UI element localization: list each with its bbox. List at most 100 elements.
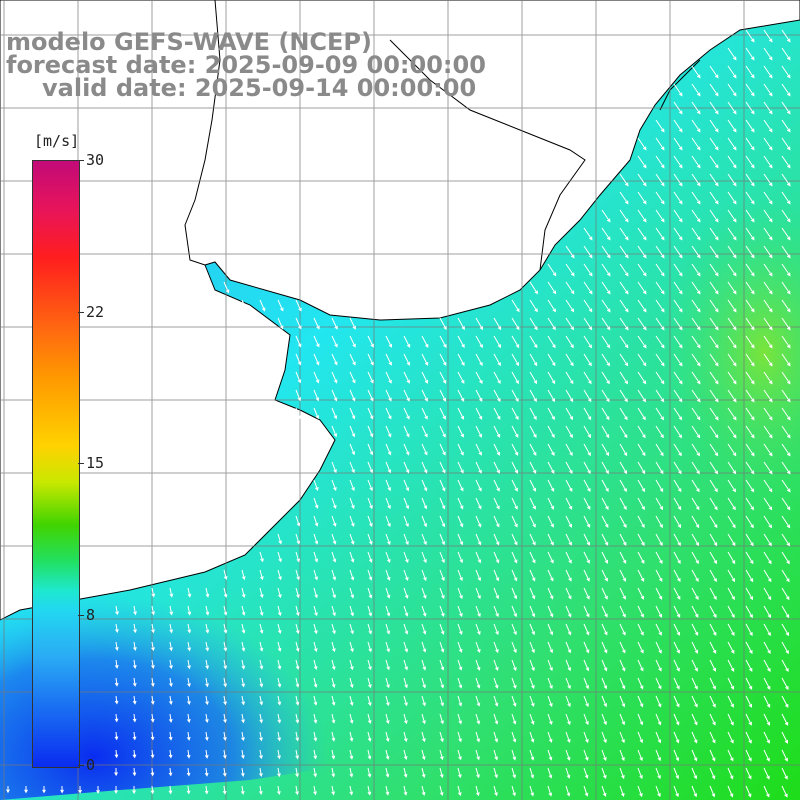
wind-arrow xyxy=(619,749,625,762)
wind-arrow xyxy=(277,587,282,599)
wind-arrow xyxy=(457,641,463,653)
wind-arrow xyxy=(655,281,665,295)
wind-arrow xyxy=(169,641,173,652)
wind-arrow xyxy=(745,335,755,349)
wind-arrow xyxy=(421,605,427,617)
wind-arrow xyxy=(349,335,356,348)
wind-arrow xyxy=(583,263,593,277)
wind-arrow xyxy=(601,623,608,636)
wind-arrow xyxy=(601,641,608,654)
wind-arrow xyxy=(403,659,408,671)
wind-arrow xyxy=(457,425,464,438)
wind-arrow xyxy=(781,173,791,187)
wind-arrow xyxy=(781,533,790,547)
wind-arrow xyxy=(637,461,646,475)
wind-arrow xyxy=(367,389,374,402)
wind-arrow xyxy=(763,335,773,349)
wind-arrow xyxy=(619,659,626,672)
wind-arrow xyxy=(763,191,773,205)
wind-arrow xyxy=(475,749,480,761)
wind-arrow xyxy=(673,281,683,295)
wind-arrow xyxy=(691,407,701,421)
wind-arrow xyxy=(367,767,372,778)
wind-arrow xyxy=(457,623,463,635)
wind-arrow xyxy=(277,299,284,312)
wind-arrow xyxy=(547,461,555,474)
wind-arrow xyxy=(727,515,736,529)
wind-arrow xyxy=(529,425,537,439)
wind-arrow xyxy=(781,443,791,457)
wind-arrow xyxy=(637,533,645,547)
wind-arrow xyxy=(763,623,771,637)
wind-arrow xyxy=(709,551,718,565)
wind-arrow xyxy=(403,515,409,528)
wind-arrow xyxy=(313,605,318,617)
wind-arrow xyxy=(493,641,499,654)
wind-arrow xyxy=(367,515,373,528)
wind-arrow xyxy=(583,623,590,636)
wind-arrow xyxy=(367,425,374,438)
wind-arrow xyxy=(763,173,773,187)
wind-arrow xyxy=(727,317,737,331)
wind-arrow xyxy=(385,641,390,653)
wind-arrow xyxy=(691,245,701,259)
wind-arrow xyxy=(619,731,625,744)
wind-arrow xyxy=(727,659,735,672)
wind-arrow xyxy=(259,659,264,670)
wind-arrow xyxy=(673,389,683,403)
wind-arrow xyxy=(475,713,481,725)
wind-arrow xyxy=(727,281,737,295)
wind-arrow xyxy=(114,785,118,794)
colorbar-unit-label: [m/s] xyxy=(34,132,80,150)
wind-arrow xyxy=(547,335,556,349)
wind-arrow xyxy=(295,407,301,420)
wind-arrow xyxy=(367,587,373,599)
wind-arrow xyxy=(619,551,627,564)
wind-arrow xyxy=(331,533,337,545)
wind-arrow xyxy=(601,497,609,511)
wind-arrow xyxy=(295,677,300,688)
colorbar-tick-mark xyxy=(78,615,84,616)
wind-arrow xyxy=(367,461,373,474)
wind-arrow xyxy=(439,371,447,384)
wind-arrow xyxy=(475,407,483,420)
wind-arrow xyxy=(745,587,754,601)
wind-arrow xyxy=(331,605,336,617)
wind-arrow xyxy=(457,767,462,779)
wind-arrow xyxy=(727,407,737,421)
wind-arrow xyxy=(601,263,611,277)
wind-arrow xyxy=(457,479,464,492)
wind-arrow xyxy=(655,317,665,331)
wind-arrow xyxy=(619,515,627,529)
wind-arrow xyxy=(619,785,625,797)
wind-arrow xyxy=(655,731,662,744)
wind-arrow xyxy=(421,407,428,420)
wind-arrow xyxy=(313,335,320,348)
wind-arrow xyxy=(349,695,354,707)
wind-arrow xyxy=(457,335,465,349)
wind-arrow xyxy=(727,497,736,511)
wind-arrow xyxy=(781,83,791,97)
wind-arrow xyxy=(673,623,681,636)
wind-arrow xyxy=(745,209,755,223)
wind-arrow xyxy=(745,119,755,133)
wind-arrow xyxy=(673,209,683,223)
wind-arrow xyxy=(529,623,535,636)
wind-arrow xyxy=(385,587,391,599)
wind-arrow xyxy=(583,317,593,331)
wind-arrow xyxy=(691,281,701,295)
wind-arrow xyxy=(313,695,318,706)
wind-arrow xyxy=(529,335,538,349)
wind-arrow xyxy=(367,335,374,348)
wind-arrow xyxy=(691,587,699,601)
wind-arrow xyxy=(709,317,719,331)
wind-arrow xyxy=(169,587,174,598)
wind-arrow xyxy=(691,65,701,79)
wind-arrow xyxy=(709,533,718,547)
wind-arrow xyxy=(331,641,336,653)
wind-arrow xyxy=(655,587,663,600)
wind-arrow xyxy=(583,785,589,797)
wind-arrow xyxy=(511,461,519,474)
wind-arrow xyxy=(132,749,137,759)
wind-arrow xyxy=(331,497,337,509)
